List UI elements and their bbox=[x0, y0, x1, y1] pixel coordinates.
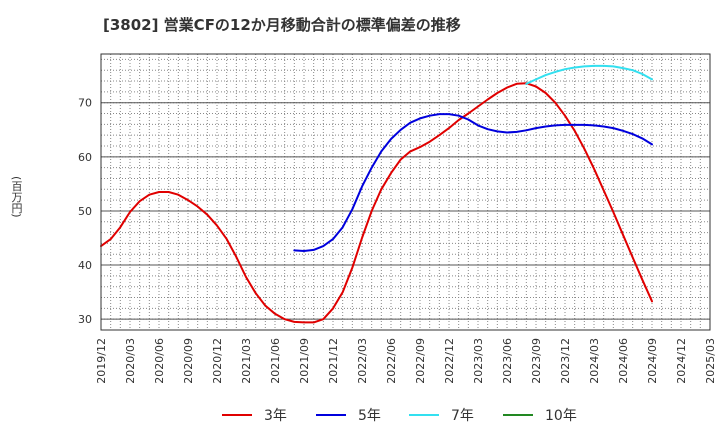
y-tick-label: 30 bbox=[78, 313, 92, 326]
series-line-1 bbox=[100, 82, 653, 324]
y-tick-label: 60 bbox=[78, 151, 92, 164]
x-tick-label: 2022/03 bbox=[356, 338, 369, 384]
x-tick-label: 2020/09 bbox=[182, 338, 195, 384]
x-tick-label: 2022/12 bbox=[443, 338, 456, 384]
legend-label-3y: 3年 bbox=[264, 408, 287, 424]
legend-item-10y: 10年 bbox=[503, 403, 577, 427]
x-tick-label: 2021/09 bbox=[298, 338, 311, 384]
chart-title: [3802] 営業CFの12か月移動合計の標準偏差の推移 bbox=[103, 16, 461, 34]
x-tick-label: 2021/06 bbox=[269, 338, 282, 384]
legend-item-3y: 3年 bbox=[222, 403, 287, 427]
x-tick-label: 2023/06 bbox=[501, 338, 514, 384]
x-tick-label: 2024/09 bbox=[646, 338, 659, 384]
y-tick-label: 50 bbox=[78, 205, 92, 218]
x-tick-label: 2021/12 bbox=[327, 338, 340, 384]
tick-label-layer: 30 40 50 60 70 2019/12 2020/03 2020/06 2020/09 20… bbox=[78, 97, 717, 384]
series-line-3 bbox=[525, 64, 653, 85]
x-tick-label: 2020/03 bbox=[124, 338, 137, 384]
x-tick-label: 2022/09 bbox=[414, 338, 427, 384]
plot-frame bbox=[100, 53, 711, 331]
x-tick-label: 2024/12 bbox=[675, 338, 688, 384]
legend-item-5y: 5年 bbox=[316, 403, 381, 427]
series-layer bbox=[100, 64, 653, 324]
x-tick-label: 2023/12 bbox=[559, 338, 572, 384]
legend-label-5y: 5年 bbox=[358, 408, 381, 424]
x-tick-label: 2025/03 bbox=[704, 338, 717, 384]
x-tick-label: 2020/12 bbox=[211, 338, 224, 384]
axis-layer bbox=[100, 53, 711, 331]
legend-item-7y: 7年 bbox=[409, 403, 474, 427]
x-tick-label: 2021/03 bbox=[240, 338, 253, 384]
legend-swatch-10y bbox=[503, 414, 533, 416]
y-axis-unit-label: (百万円) bbox=[10, 176, 23, 218]
legend-swatch-5y bbox=[316, 414, 346, 416]
y-tick-label: 70 bbox=[78, 97, 92, 110]
grid-layer bbox=[101, 54, 710, 330]
chart-legend: 3年 5年 7年 10年 bbox=[0, 403, 720, 427]
legend-swatch-7y bbox=[409, 414, 439, 416]
x-tick-label: 2024/03 bbox=[588, 338, 601, 384]
series-line-2 bbox=[293, 113, 653, 252]
x-tick-label: 2024/06 bbox=[617, 338, 630, 384]
x-tick-label: 2022/06 bbox=[385, 338, 398, 384]
x-tick-label: 2023/09 bbox=[530, 338, 543, 384]
legend-label-10y: 10年 bbox=[545, 408, 577, 424]
legend-label-7y: 7年 bbox=[451, 408, 474, 424]
x-tick-label: 2020/06 bbox=[153, 338, 166, 384]
x-tick-label: 2023/03 bbox=[472, 338, 485, 384]
x-tick-label: 2019/12 bbox=[95, 338, 108, 384]
legend-swatch-3y bbox=[222, 414, 252, 416]
y-tick-label: 40 bbox=[78, 259, 92, 272]
